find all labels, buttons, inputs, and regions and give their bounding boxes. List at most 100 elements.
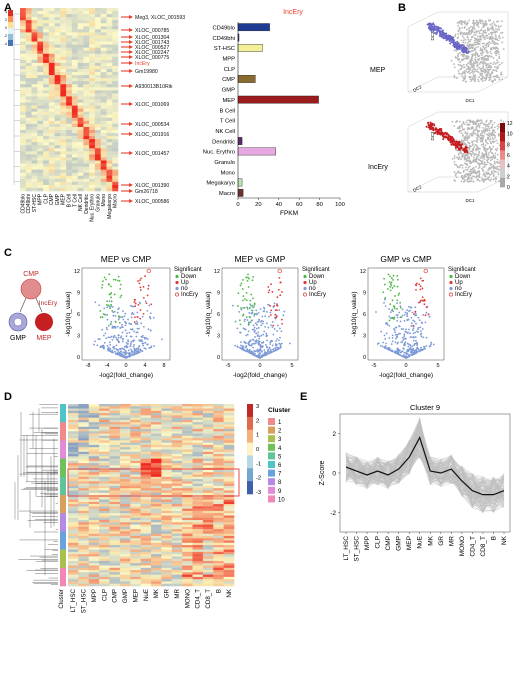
- gmp-label: GMP: [10, 335, 26, 342]
- highlight-point: [437, 28, 440, 31]
- cell-point: [470, 180, 472, 183]
- heatmap-cell: [48, 17, 55, 21]
- heatmap-cell: [77, 178, 84, 183]
- cell-point: [468, 124, 471, 126]
- heatmap-cell: [20, 41, 27, 45]
- volcano-point-no: [275, 340, 277, 342]
- cell-point: [480, 29, 482, 32]
- volcano-point-up: [139, 286, 142, 289]
- heatmap-cell: [71, 23, 78, 27]
- volcano-point-no: [405, 356, 408, 359]
- heatmap-cell: [37, 187, 44, 192]
- cell-point: [498, 34, 501, 37]
- clustered-heatmap-cell: [223, 435, 235, 439]
- heatmap-cell: [66, 87, 73, 91]
- heatmap-cell: [94, 105, 102, 109]
- clustered-heatmap-cell: [68, 440, 79, 443]
- heatmap-cell: [100, 166, 107, 170]
- volcano-point-up: [412, 324, 414, 327]
- heatmap-cell: [112, 69, 119, 73]
- clustered-heatmap-cell: [109, 451, 121, 455]
- heatmap-cell: [66, 120, 73, 125]
- heatmap-cell: [89, 163, 96, 167]
- clustered-heatmap-cell: [223, 474, 235, 478]
- clustered-heatmap-cell: [161, 444, 173, 448]
- volcano-point-no: [120, 316, 122, 319]
- clustered-heatmap-cell: [68, 431, 79, 434]
- cell-point: [489, 156, 492, 159]
- heatmap-cell: [25, 187, 32, 192]
- heatmap-cell: [37, 184, 44, 189]
- highlight-point: [453, 144, 456, 147]
- highlight-point: [441, 134, 444, 137]
- volcano-point-no: [250, 351, 253, 354]
- volcano-y-tick: 3: [217, 334, 220, 340]
- volcano-point-no: [262, 306, 265, 309]
- heatmap-cell: [100, 111, 107, 116]
- clustered-heatmap-cell: [223, 417, 235, 421]
- volcano-point-up: [421, 296, 424, 299]
- volcano-point-up: [137, 303, 140, 306]
- heatmap-cell: [31, 123, 38, 128]
- cell-point: [479, 157, 482, 159]
- heatmap-cell: [60, 126, 67, 131]
- volcano-point-down: [109, 307, 111, 310]
- heatmap-cell: [83, 96, 90, 100]
- volcano-point-no: [412, 319, 415, 322]
- volcano-point-down: [246, 306, 249, 309]
- volcano-point-no: [265, 322, 268, 325]
- volcano-point-no: [408, 310, 410, 313]
- volcano-point-no: [140, 338, 143, 341]
- volcano-point-down: [107, 304, 110, 307]
- clustered-heatmap-cell: [88, 404, 100, 407]
- cell-point: [457, 29, 460, 32]
- clustered-heatmap-cell: [119, 476, 131, 480]
- volcano-point-no: [259, 352, 262, 355]
- heatmap-cell: [54, 11, 61, 15]
- heatmap-cell: [112, 187, 119, 192]
- cell-point: [485, 163, 488, 166]
- highlight-point: [437, 132, 440, 135]
- cell-point: [480, 130, 483, 132]
- clustered-heatmap-cell: [109, 433, 121, 437]
- legend-entry: no: [455, 286, 462, 292]
- heatmap-column-label: Megakaryo: [107, 194, 113, 219]
- heatmap-cell: [54, 172, 61, 177]
- clustered-heatmap-cell: [223, 406, 235, 409]
- clustered-heatmap-cell: [78, 435, 90, 439]
- heatmap-cell: [43, 102, 50, 106]
- clustered-heatmap-cell: [192, 422, 204, 425]
- highlight-point: [432, 27, 435, 30]
- volcano-point-no: [377, 342, 380, 345]
- cell-point: [465, 55, 468, 58]
- clustered-heatmap-cell: [182, 454, 193, 457]
- heatmap-cell: [37, 84, 44, 88]
- volcano-point-no: [117, 351, 120, 353]
- heatmap-cell: [106, 87, 113, 91]
- clustered-heatmap-cell: [130, 438, 141, 441]
- heatmap-cell: [54, 181, 61, 186]
- clustered-heatmap-cell: [192, 485, 204, 489]
- cell-point: [477, 21, 480, 24]
- volcano-point-no: [106, 328, 109, 331]
- volcano-x-label: -log2(fold_change): [379, 372, 433, 379]
- heatmap-cell: [100, 157, 107, 161]
- volcano-point-up: [144, 275, 146, 278]
- heatmap-cell: [106, 47, 113, 51]
- clustered-heatmap-cell: [99, 426, 110, 430]
- volcano-point-no: [385, 332, 388, 335]
- cell-point: [489, 179, 492, 182]
- volcano-point-no: [403, 319, 406, 322]
- volcano-point-down: [238, 319, 241, 322]
- clustered-heatmap-cell: [213, 485, 224, 489]
- clustered-heatmap-cell: [161, 440, 173, 443]
- heatmap-cell: [60, 136, 67, 140]
- heatmap-cell: [100, 41, 107, 45]
- cell-point: [463, 76, 466, 79]
- volcano-point-no: [117, 334, 120, 337]
- clustered-heatmap-cell: [99, 433, 110, 437]
- volcano-point-no: [260, 355, 263, 358]
- lncery-bar-chart: IncEryCD49bloCD49bhiST-HSCMPPCLPCMPGMPME…: [203, 9, 345, 217]
- cell-point: [494, 166, 497, 169]
- heatmap-cell: [54, 8, 61, 12]
